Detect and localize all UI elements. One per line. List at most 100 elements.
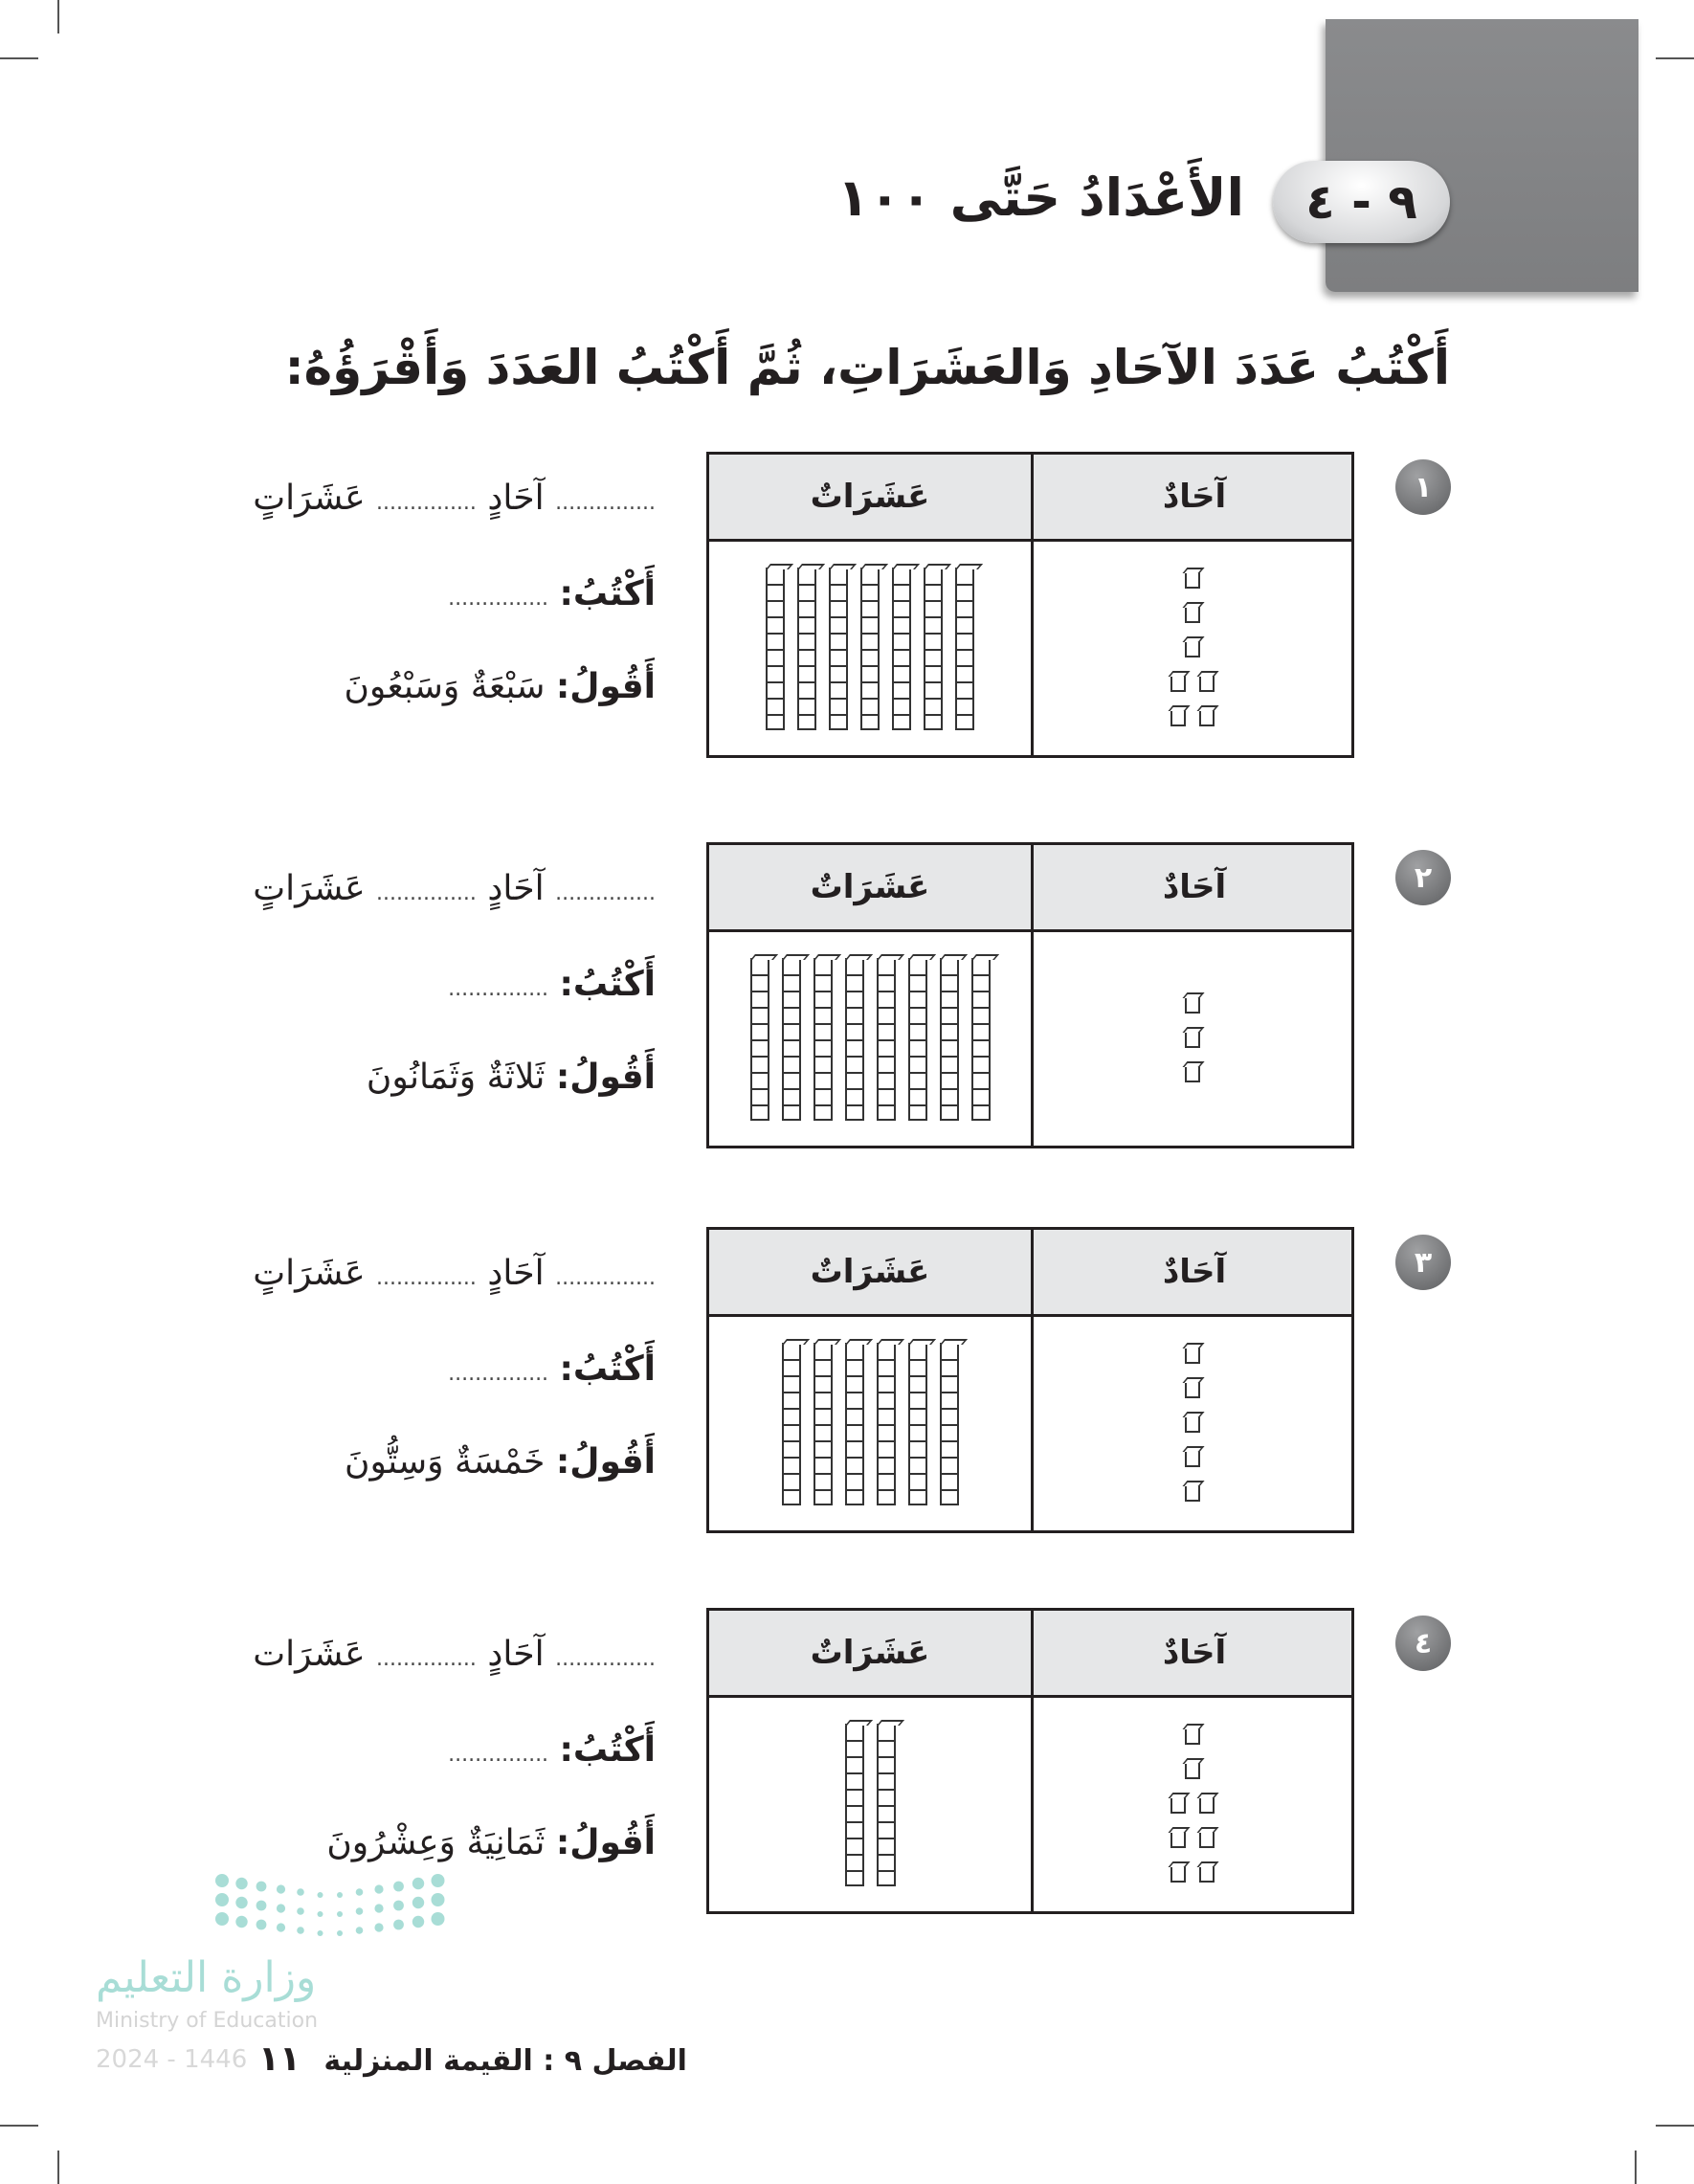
number-blank[interactable]: ............... — [448, 1362, 549, 1386]
ones-row — [1185, 1761, 1200, 1779]
unit-cube — [1185, 1346, 1200, 1364]
tens-rod — [939, 1342, 959, 1505]
number-blank[interactable]: ............... — [448, 587, 549, 611]
ones-blank[interactable]: ............... — [555, 491, 656, 515]
write-label: أَكْتُبُ: — [559, 1730, 656, 1770]
place-value-table: عَشَرَاتٌ آحَادٌ — [706, 452, 1354, 758]
crop-mark — [57, 2151, 59, 2184]
logo-dot — [276, 1923, 286, 1932]
logo-dot — [317, 1892, 323, 1898]
tens-rod — [955, 567, 974, 730]
logo-dot — [297, 1907, 304, 1915]
chapter-tab-block — [1326, 19, 1638, 292]
tens-cell — [709, 932, 1031, 1146]
tens-rod — [797, 567, 816, 730]
ones-row — [1170, 1864, 1215, 1883]
logo-dot — [235, 1877, 248, 1890]
number-blank[interactable]: ............... — [448, 1743, 549, 1767]
ministry-name-english: Ministry of Education — [96, 2009, 319, 2033]
unit-cube — [1170, 674, 1186, 692]
read-label: أَقُولُ: — [555, 1442, 656, 1482]
tens-blank[interactable]: ............... — [376, 491, 477, 515]
ones-row — [1185, 995, 1200, 1014]
logo-dot — [431, 1912, 445, 1926]
chapter-label: الفصل ٩ : القيمة المنزلية — [323, 2044, 687, 2078]
unit-cube — [1185, 1483, 1200, 1502]
ones-blank[interactable]: ............... — [555, 1647, 656, 1671]
tens-rod — [876, 1342, 896, 1505]
table-header: عَشَرَاتٌ آحَادٌ — [709, 1230, 1351, 1317]
tens-blank[interactable]: ............... — [376, 1647, 477, 1671]
number-blank[interactable]: ............... — [448, 977, 549, 1001]
tens-rod — [924, 567, 943, 730]
column-divider — [1031, 1611, 1034, 1911]
column-divider — [1031, 845, 1034, 1146]
unit-cube — [1199, 1864, 1215, 1883]
unit-cube — [1199, 674, 1215, 692]
header-tens: عَشَرَاتٌ — [810, 1253, 930, 1291]
tens-blank[interactable]: ............... — [376, 881, 477, 905]
ones-cell — [1034, 1698, 1351, 1911]
tens-blank[interactable]: ............... — [376, 1266, 477, 1290]
unit-cube — [1185, 1064, 1200, 1082]
unit-cube — [1185, 1761, 1200, 1779]
logo-dot — [317, 1930, 323, 1936]
unit-cube — [1199, 1830, 1215, 1848]
number-in-words: ثَمَانِيَةٌ وَعِشْرُونَ — [326, 1823, 546, 1862]
tens-rod — [907, 957, 927, 1121]
logo-dot — [235, 1915, 248, 1928]
year-watermark: 2024 - 1446 — [96, 2045, 248, 2074]
unit-cube — [1170, 1795, 1186, 1814]
logo-dot — [355, 1927, 364, 1934]
read-label: أَقُولُ: — [555, 667, 656, 706]
logo-dot — [355, 1907, 364, 1915]
count-line: ............... آحَادٍ ............... ع… — [253, 1632, 656, 1683]
tens-rod — [907, 1342, 927, 1505]
logo-dot — [431, 1874, 445, 1887]
write-line: أَكْتُبُ: ............... — [448, 1727, 656, 1778]
column-divider — [1031, 1230, 1034, 1530]
ones-label: آحَادٍ — [487, 1635, 545, 1674]
logo-dot — [235, 1896, 248, 1909]
ones-row — [1185, 1030, 1200, 1048]
unit-cube — [1185, 1380, 1200, 1398]
tens-rod — [766, 567, 785, 730]
unit-cube — [1199, 1795, 1215, 1814]
tens-rod — [860, 567, 880, 730]
count-line: ............... آحَادٍ ............... ع… — [253, 476, 656, 526]
read-line: أَقُولُ: سَبْعَةٌ وَسَبْعُونَ — [344, 664, 656, 710]
logo-dot — [215, 1893, 229, 1906]
ones-row — [1170, 674, 1215, 692]
logo-dot — [374, 1904, 384, 1913]
ministry-name-arabic: وزارة التعليم — [96, 1953, 317, 2002]
ones-blank[interactable]: ............... — [555, 881, 656, 905]
tens-rod — [813, 957, 833, 1121]
ones-row — [1170, 708, 1215, 726]
ones-label: آحَادٍ — [487, 869, 545, 908]
ones-blank[interactable]: ............... — [555, 1266, 656, 1290]
lesson-number-badge: ٩ - ٤ — [1273, 161, 1450, 243]
write-line: أَكْتُبُ: ............... — [448, 571, 656, 622]
ones-row — [1185, 1346, 1200, 1364]
unit-cube — [1170, 1864, 1186, 1883]
unit-cube — [1185, 570, 1200, 589]
logo-dot — [412, 1877, 425, 1890]
logo-dot — [393, 1900, 404, 1911]
write-label: أَكْتُبُ: — [559, 1349, 656, 1389]
tens-rod — [844, 1342, 864, 1505]
exercise-3: ٣ عَشَرَاتٌ آحَادٌ ............... آحَاد… — [0, 1227, 1694, 1543]
lesson-title: الأَعْدَادُ حَتَّى ١٠٠ — [836, 167, 1244, 228]
tens-label: عَشَرَاتٍ — [253, 869, 366, 908]
ones-cell — [1034, 932, 1351, 1146]
crop-mark — [0, 2125, 38, 2127]
number-in-words: خَمْسَةٌ وَسِتُّونَ — [345, 1442, 546, 1482]
logo-dot — [256, 1919, 267, 1930]
unit-cube — [1199, 708, 1215, 726]
place-value-table: عَشَرَاتٌ آحَادٌ — [706, 1227, 1354, 1533]
unit-cube — [1185, 1030, 1200, 1048]
tens-cell — [709, 1698, 1031, 1911]
column-divider — [1031, 455, 1034, 755]
unit-cube — [1185, 639, 1200, 657]
logo-dot — [337, 1930, 343, 1936]
read-label: أَقُولُ: — [555, 1058, 656, 1097]
